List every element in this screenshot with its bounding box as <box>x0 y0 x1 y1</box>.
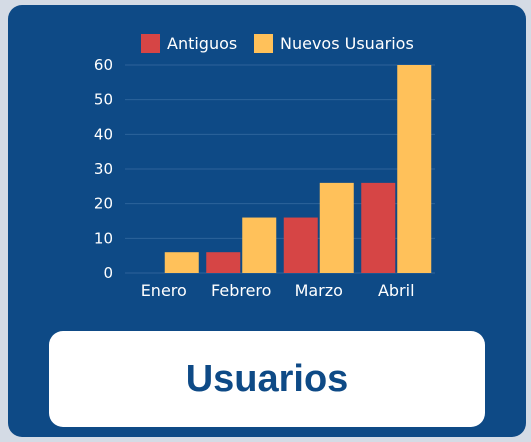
bar-chart: 0 10 20 30 40 50 60 Enero Febrero Marzo Abril Ant… <box>94 34 435 300</box>
legend-swatch <box>254 34 273 53</box>
x-axis: Enero Febrero Marzo Abril <box>141 281 415 300</box>
x-tick-label: Febrero <box>211 281 271 300</box>
bar-antiguos <box>206 252 241 273</box>
card-label: Usuarios <box>185 357 349 400</box>
grid-lines <box>125 64 435 274</box>
y-tick-label: 50 <box>94 91 113 109</box>
bars <box>164 65 432 273</box>
y-tick-label: 40 <box>94 125 113 143</box>
y-tick-label: 20 <box>94 195 113 213</box>
bar-nuevos <box>397 65 432 273</box>
legend-label: Nuevos Usuarios <box>280 34 414 53</box>
y-axis: 0 10 20 30 40 50 60 <box>94 56 113 282</box>
y-tick-label: 0 <box>103 264 113 282</box>
x-tick-label: Abril <box>378 281 415 300</box>
x-tick-label: Enero <box>141 281 187 300</box>
y-tick-label: 10 <box>94 229 113 247</box>
usuarios-card: 0 10 20 30 40 50 60 Enero Febrero Marzo Abril Ant… <box>8 5 526 437</box>
legend: Antiguos Nuevos Usuarios <box>141 34 414 53</box>
y-tick-label: 60 <box>94 56 113 74</box>
bar-nuevos <box>319 182 354 273</box>
legend-label: Antiguos <box>167 34 237 53</box>
bar-antiguos <box>361 182 396 273</box>
bar-antiguos <box>283 217 318 273</box>
bar-nuevos <box>164 252 199 273</box>
legend-swatch <box>141 34 160 53</box>
y-tick-label: 30 <box>94 160 113 178</box>
bar-nuevos <box>242 217 277 273</box>
x-tick-label: Marzo <box>295 281 343 300</box>
card-label-box: Usuarios <box>49 331 485 427</box>
